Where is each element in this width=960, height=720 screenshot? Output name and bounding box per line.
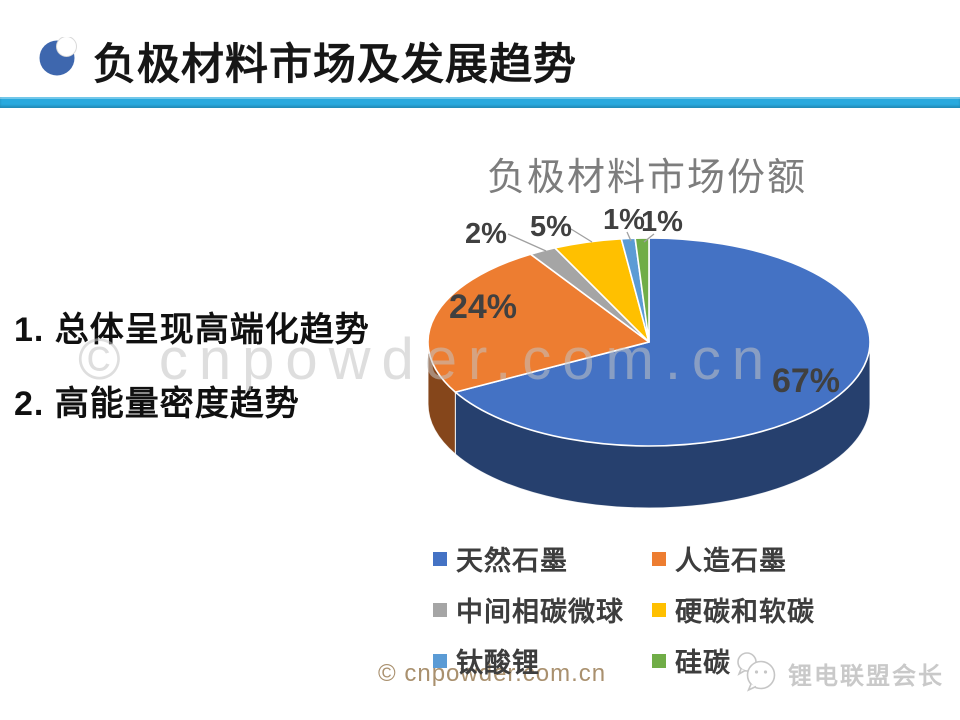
- legend-swatch: [652, 551, 666, 566]
- legend-label: 硅碳: [675, 648, 731, 678]
- legend-swatch: [433, 551, 447, 566]
- slide-header: 负极材料市场及发展趋势: [0, 0, 960, 97]
- legend-swatch: [652, 653, 666, 668]
- pie-label-3: 5%: [530, 211, 572, 243]
- chart-legend: 天然石墨 人造石墨 中间相碳微球 硬碳和软碳 钛酸锂 硅碳: [433, 539, 815, 680]
- pie-label-0: 67%: [772, 362, 840, 400]
- legend-label: 人造石墨: [675, 546, 787, 576]
- pie-leader-line-5: [643, 233, 655, 243]
- bullet-sphere-icon: [39, 37, 77, 76]
- legend-label: 钛酸锂: [456, 648, 540, 678]
- legend-label: 中间相碳微球: [456, 597, 624, 627]
- footer-watermark: © cnpowder.com.cn: [378, 660, 607, 687]
- legend-item-hard-soft-carbon: 硬碳和软碳: [652, 590, 815, 629]
- legend-item-silicon-carbon: 硅碳: [652, 641, 815, 680]
- legend-swatch: [433, 602, 447, 617]
- pie-label-2: 2%: [465, 218, 507, 250]
- legend-label: 硬碳和软碳: [675, 597, 815, 627]
- legend-swatch: [433, 653, 447, 668]
- pie-label-5: 1%: [641, 206, 683, 238]
- pie-slice-top-0: [454, 237, 871, 447]
- pie-leader-line-3: [570, 228, 593, 243]
- legend-swatch: [652, 602, 666, 617]
- page-title: 负极材料市场及发展趋势: [93, 41, 577, 89]
- wechat-icon: [737, 652, 776, 692]
- pie-slice-top-1: [427, 253, 650, 393]
- legend-item-lto: 钛酸锂: [433, 641, 652, 680]
- legend-item-mcmb: 中间相碳微球: [433, 590, 652, 629]
- key-point-2: 2. 高能量密度趋势: [14, 385, 300, 423]
- legend-item-artificial-graphite: 人造石墨: [652, 539, 815, 578]
- legend-item-natural-graphite: 天然石墨: [433, 539, 652, 578]
- brand-name: 锂电联盟会长: [788, 662, 944, 690]
- key-point-1: 1. 总体呈现高端化趋势: [14, 311, 370, 349]
- pie-label-4: 1%: [603, 204, 645, 236]
- accent-divider-bar: [0, 97, 960, 108]
- pie-label-1: 24%: [449, 288, 517, 326]
- brand-badge: 锂电联盟会长: [734, 650, 944, 696]
- pie-leader-line-2: [507, 233, 547, 252]
- chart-title: 负极材料市场份额: [486, 157, 808, 199]
- pie-leader-line-4: [626, 231, 632, 242]
- legend-label: 天然石墨: [456, 546, 568, 576]
